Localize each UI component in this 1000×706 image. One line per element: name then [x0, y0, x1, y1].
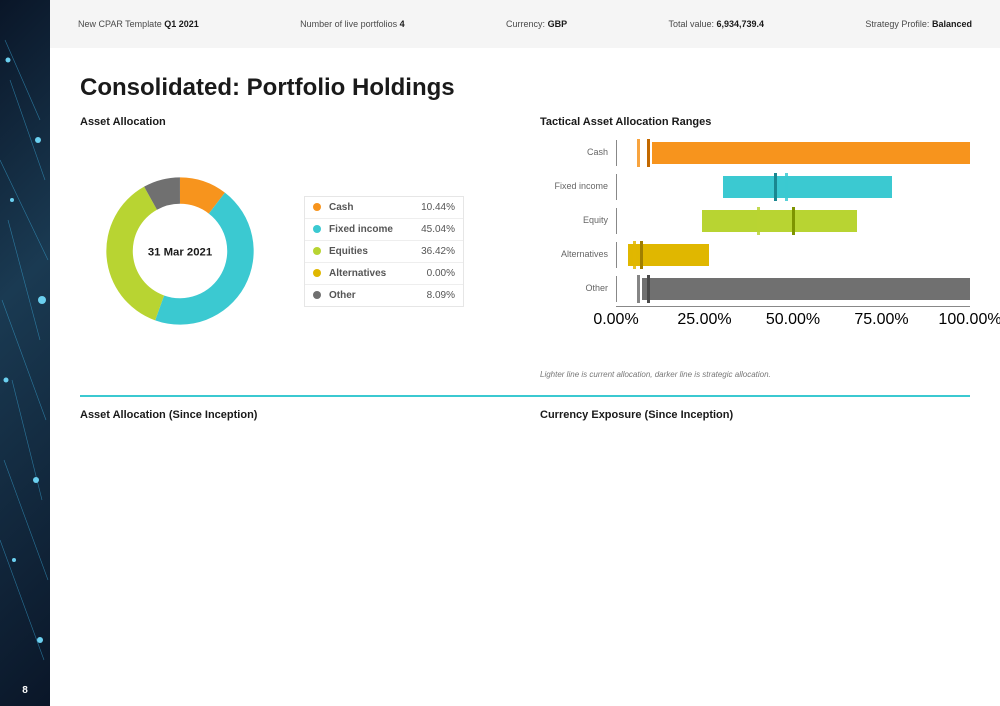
page-title: Consolidated: Portfolio Holdings [80, 74, 970, 102]
range-band [642, 278, 970, 300]
section-asset-allocation: Asset Allocation [80, 116, 510, 128]
legend-label: Fixed income [329, 224, 421, 235]
range-bar [616, 174, 970, 200]
legend-label: Other [329, 290, 427, 301]
range-bar [616, 242, 970, 268]
donut-legend: Cash 10.44% Fixed income 45.04% Equities… [304, 196, 464, 307]
legend-label: Alternatives [329, 268, 427, 279]
ranges-chart: Cash Fixed income Equity Alternatives Other 0… [540, 136, 970, 366]
area-chart-currency [540, 429, 970, 604]
range-current-tick [637, 275, 640, 303]
legend-value: 45.04% [421, 224, 455, 235]
section-area1-title: Asset Allocation (Since Inception) [80, 409, 510, 421]
range-label: Cash [540, 148, 616, 158]
legend-row: Equities 36.42% [305, 241, 463, 263]
range-bar [616, 208, 970, 234]
legend-dot [313, 225, 321, 233]
strategy-label: Strategy Profile: [865, 19, 929, 29]
range-bar [616, 276, 970, 302]
range-strategic-tick [647, 275, 650, 303]
range-label: Equity [540, 216, 616, 226]
range-row: Fixed income [540, 170, 970, 204]
range-strategic-tick [792, 207, 795, 235]
legend-value: 10.44% [421, 202, 455, 213]
section-area2-title: Currency Exposure (Since Inception) [540, 409, 970, 421]
template-label: New CPAR Template [78, 19, 162, 29]
currency-value: GBP [548, 19, 568, 29]
range-band [652, 142, 970, 164]
xaxis-tick-label: 50.00% [766, 311, 820, 329]
portfolios-value: 4 [400, 19, 405, 29]
template-value: Q1 2021 [164, 19, 199, 29]
xaxis-tick-label: 75.00% [854, 311, 908, 329]
range-current-tick [785, 173, 788, 201]
legend-dot [313, 203, 321, 211]
legend-dot [313, 269, 321, 277]
range-strategic-tick [774, 173, 777, 201]
totalvalue-label: Total value: [668, 19, 714, 29]
legend-value: 8.09% [427, 290, 455, 301]
range-current-tick [637, 139, 640, 167]
range-row: Alternatives [540, 238, 970, 272]
legend-row: Cash 10.44% [305, 197, 463, 219]
portfolios-label: Number of live portfolios [300, 19, 397, 29]
page-left-accent: 8 [0, 0, 50, 706]
legend-dot [313, 291, 321, 299]
range-strategic-tick [640, 241, 643, 269]
donut-chart: 31 Mar 2021 [95, 166, 265, 336]
range-label: Alternatives [540, 250, 616, 260]
ranges-footnote: Lighter line is current allocation, dark… [540, 370, 970, 379]
range-current-tick [633, 241, 636, 269]
header-bar: New CPAR Template Q1 2021 Number of live… [50, 0, 1000, 48]
legend-row: Fixed income 45.04% [305, 219, 463, 241]
range-band [702, 210, 857, 232]
currency-label: Currency: [506, 19, 545, 29]
range-band [723, 176, 892, 198]
legend-label: Equities [329, 246, 421, 257]
range-label: Fixed income [540, 182, 616, 192]
range-row: Equity [540, 204, 970, 238]
xaxis-tick-label: 25.00% [677, 311, 731, 329]
section-divider [80, 395, 970, 397]
range-current-tick [757, 207, 760, 235]
totalvalue-value: 6,934,739.4 [717, 19, 765, 29]
strategy-value: Balanced [932, 19, 972, 29]
legend-label: Cash [329, 202, 421, 213]
range-row: Cash [540, 136, 970, 170]
legend-row: Alternatives 0.00% [305, 263, 463, 285]
legend-value: 0.00% [427, 268, 455, 279]
donut-center-label: 31 Mar 2021 [148, 247, 212, 259]
range-row: Other [540, 272, 970, 306]
range-strategic-tick [647, 139, 650, 167]
section-tactical-ranges: Tactical Asset Allocation Ranges [540, 116, 970, 128]
xaxis-tick-label: 0.00% [593, 311, 638, 329]
legend-row: Other 8.09% [305, 285, 463, 306]
xaxis-tick-label: 100.00% [938, 311, 1000, 329]
legend-value: 36.42% [421, 246, 455, 257]
legend-dot [313, 247, 321, 255]
range-label: Other [540, 284, 616, 294]
page-number: 8 [0, 685, 50, 696]
range-bar [616, 140, 970, 166]
range-xaxis: 0.00%25.00%50.00%75.00%100.00% [616, 306, 970, 324]
area-chart-allocation [80, 429, 510, 604]
